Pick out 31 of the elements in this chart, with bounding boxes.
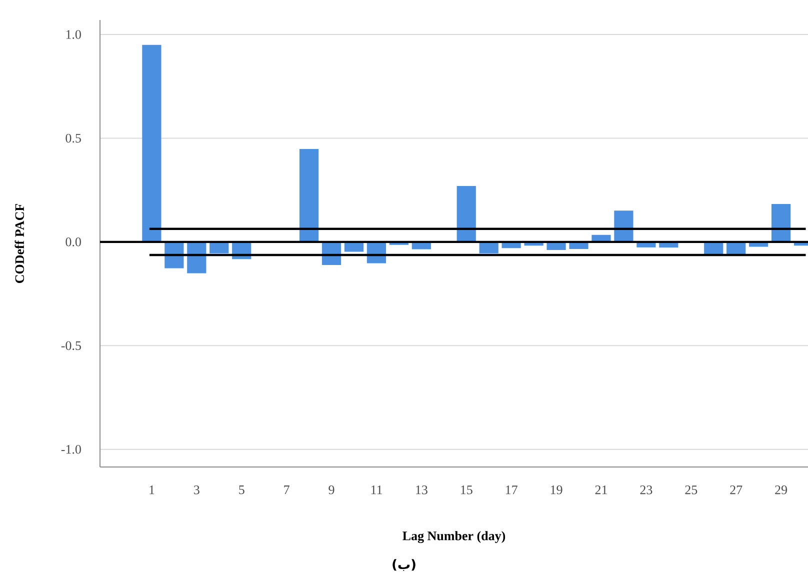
y-tick-label: 1.0 [66, 30, 81, 39]
y-tick-label: 0.5 [66, 134, 81, 143]
bar [479, 242, 498, 254]
y-tick-label: -0.5 [61, 341, 81, 350]
bar [614, 210, 634, 242]
x-axis-title: Lag Number (day) [402, 531, 506, 544]
bar [210, 242, 229, 254]
x-tick-label: 17 [506, 486, 518, 494]
bar [456, 186, 476, 242]
bar [187, 242, 206, 274]
x-tick-label: 3 [194, 486, 200, 494]
x-tick-label: 15 [461, 486, 472, 494]
y-tick-label: 0.0 [66, 238, 81, 246]
x-tick-label: 29 [775, 486, 788, 494]
y-axis-title: CODeff PACF [14, 204, 24, 283]
bar [771, 204, 791, 242]
bar [142, 44, 162, 242]
x-tick-label: 11 [371, 486, 382, 494]
x-tick-label: 27 [730, 486, 742, 494]
y-tick-label: -1.0 [61, 444, 81, 454]
x-tick-label: 25 [685, 486, 698, 494]
bar [299, 149, 319, 242]
x-tick-label: 23 [640, 486, 652, 494]
text: (ب) [392, 559, 416, 571]
x-tick-label: 9 [328, 486, 334, 494]
x-tick-label: 19 [550, 486, 562, 494]
x-tick-label: 21 [595, 486, 607, 494]
x-tick-label: 7 [284, 486, 290, 494]
x-tick-label: 1 [150, 486, 154, 494]
x-tick-label: 5 [239, 486, 244, 494]
x-tick-label: 13 [416, 486, 428, 494]
